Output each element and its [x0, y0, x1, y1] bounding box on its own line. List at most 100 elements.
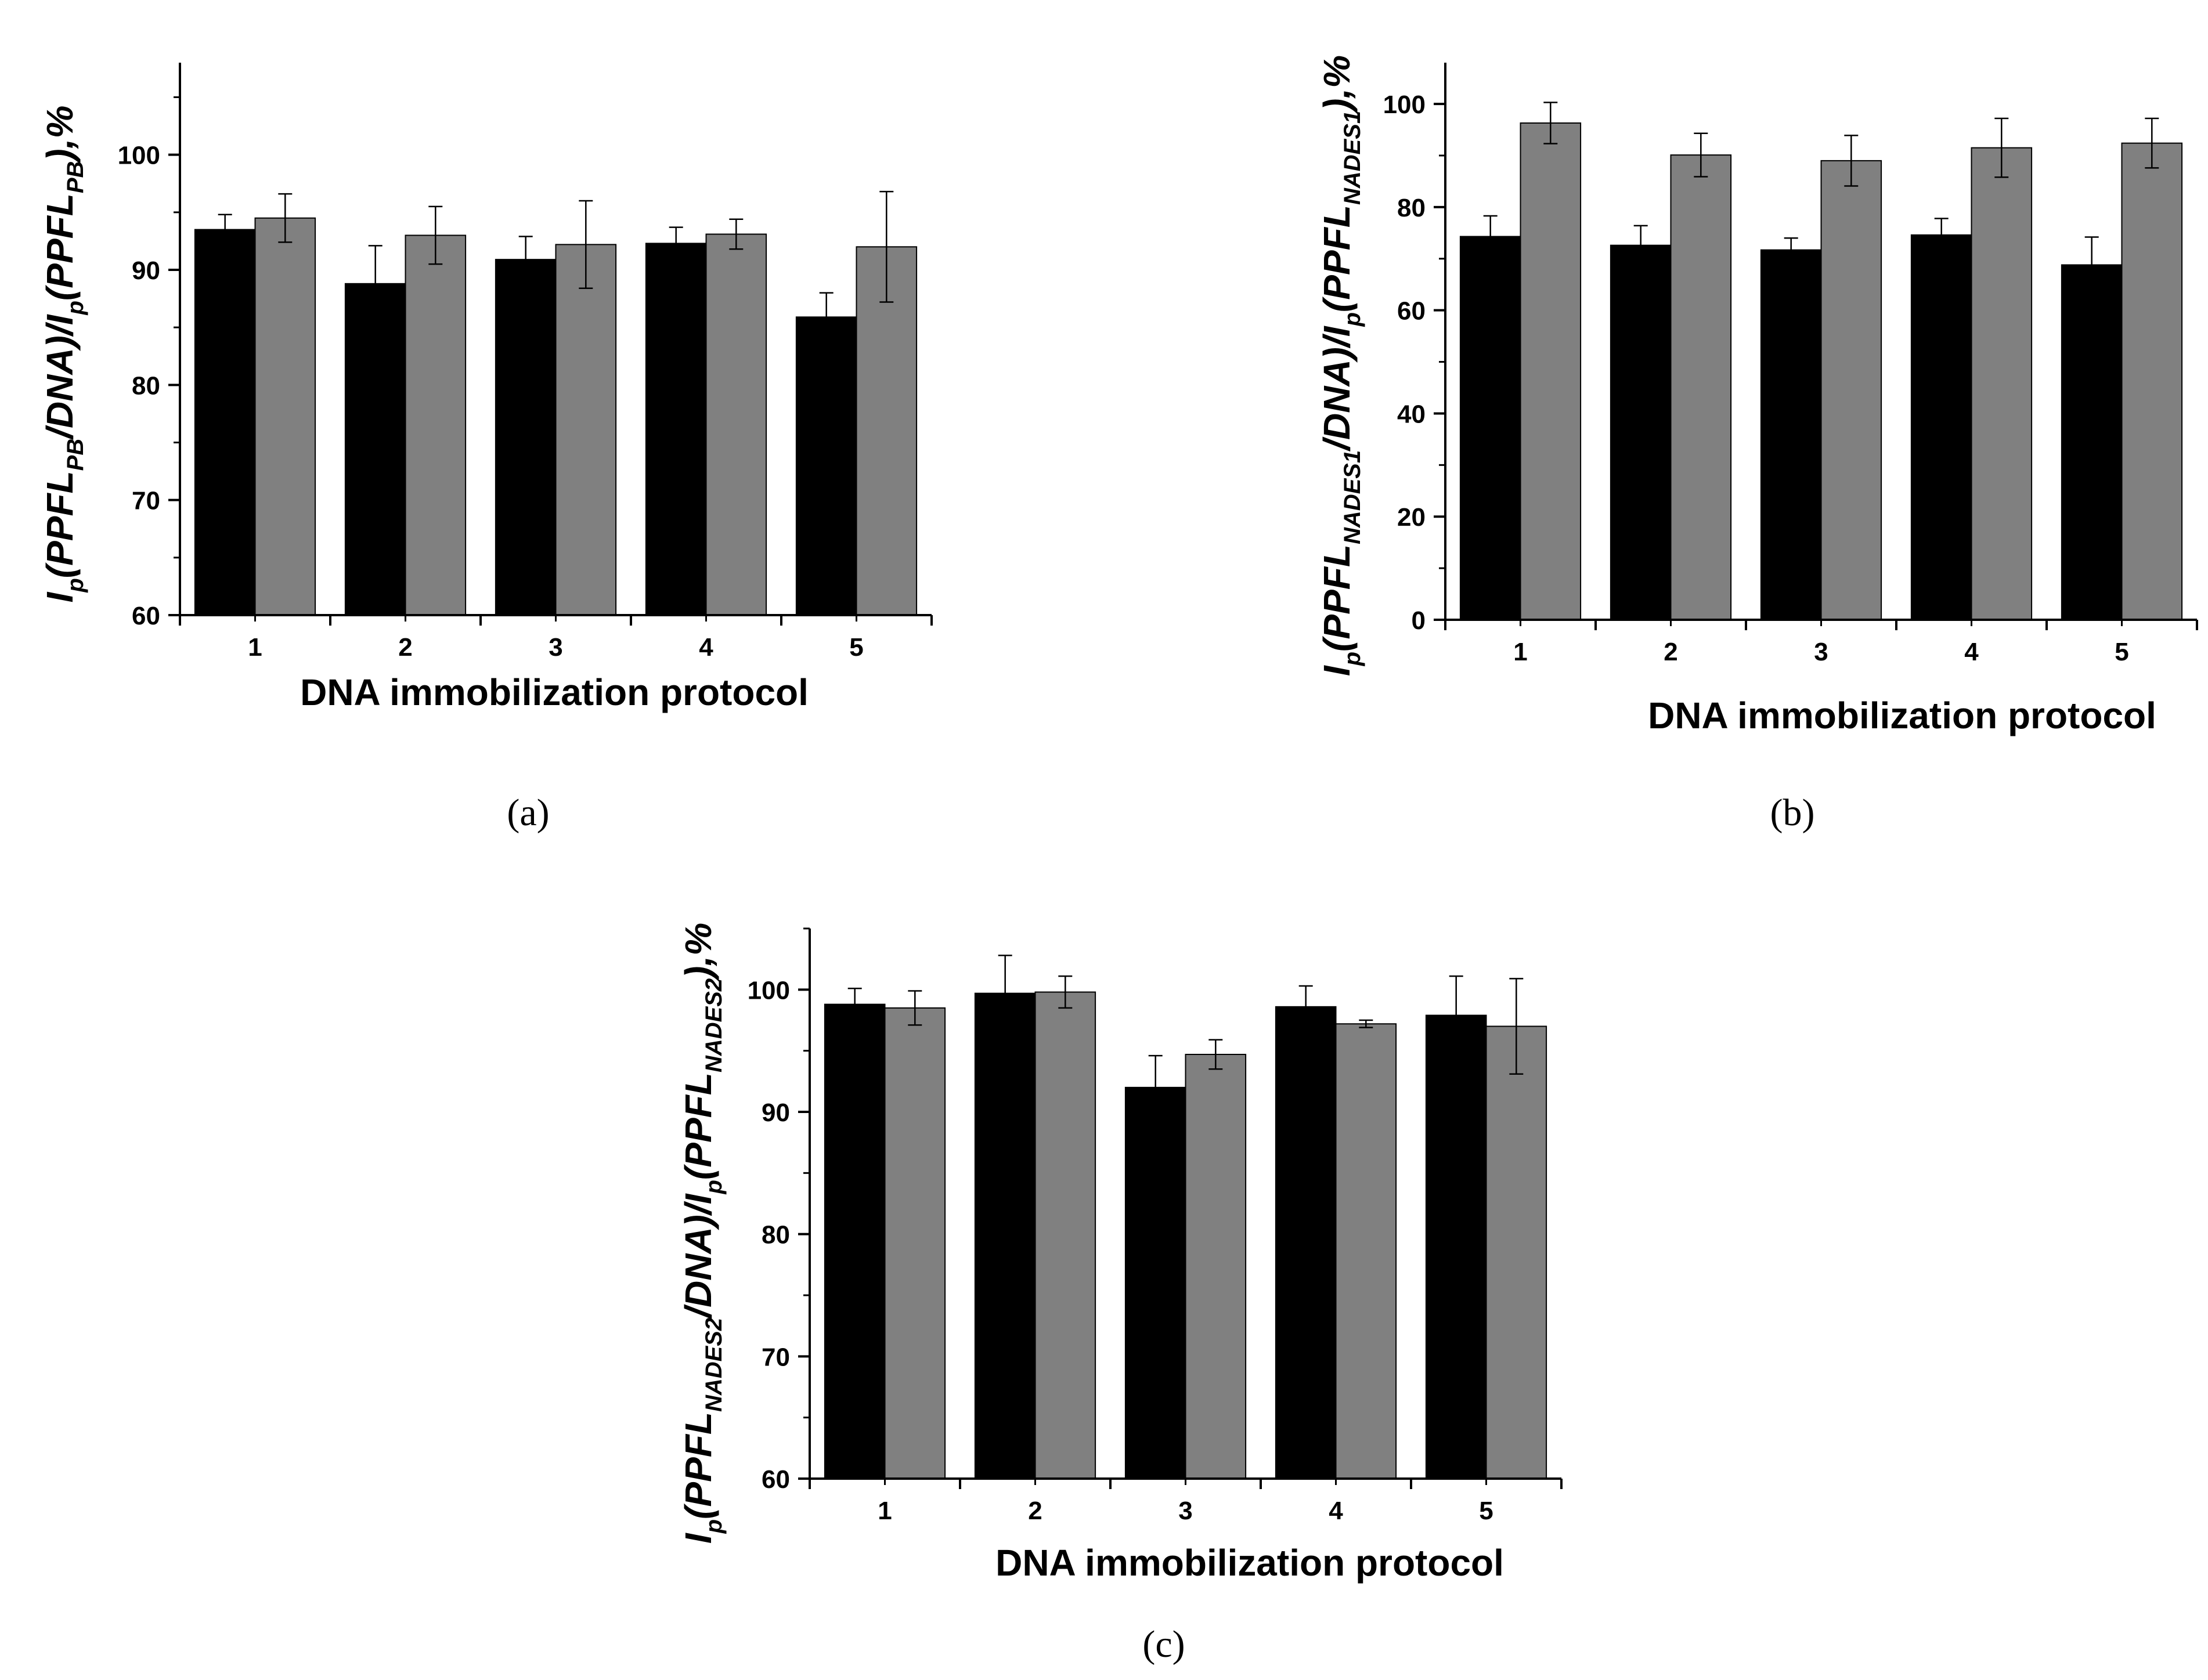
panel-a-x-tick-label: 2 — [398, 633, 412, 662]
panel-a-bar-black-1 — [194, 229, 256, 616]
panel-c-bar-gray-2 — [1034, 991, 1096, 1479]
panel-b-error-bar-black-5 — [2084, 236, 2099, 294]
panel-b-x-tick-label: 1 — [1513, 638, 1527, 666]
panel-b-x-tick-labels: 1 2 3 4 5 — [1513, 638, 2128, 666]
panel-b-error-bar-gray-3 — [1844, 135, 1859, 187]
panel-c-error-bars — [847, 955, 1524, 1120]
panel-c-x-tick-label: 1 — [878, 1497, 892, 1525]
panel-b-y-tick-label: 0 — [1412, 606, 1426, 635]
panel-c-bar-gray-4 — [1335, 1023, 1397, 1479]
panel-c: 60 70 80 90 100 1 2 3 4 5 DNA immobilization pro… — [677, 923, 1563, 1665]
panel-b-bar-black-3 — [1760, 249, 1822, 620]
panel-b-error-bar-black-3 — [1784, 237, 1798, 263]
panel-b-y-tick-label: 100 — [1383, 91, 1426, 119]
panel-a-x-axis-title: DNA immobilization protocol — [300, 671, 809, 713]
panel-a-x-tick-label: 1 — [248, 633, 262, 662]
panel-c-y-tick-label: 60 — [762, 1465, 790, 1494]
panel-c-bar-gray-1 — [884, 1007, 946, 1479]
panel-c-y-tick-label: 70 — [762, 1343, 790, 1371]
panel-c-x-tick-label: 3 — [1178, 1497, 1192, 1525]
panel-b-y-tick-label: 60 — [1397, 297, 1426, 326]
panel-a-y-tick-label: 70 — [132, 487, 160, 515]
panel-c-axes — [798, 927, 1563, 1489]
panel-c-error-bar-black-3 — [1148, 1054, 1163, 1120]
panel-b-error-bar-black-1 — [1483, 215, 1498, 258]
panel-c-bar-black-5 — [1425, 1014, 1487, 1480]
panel-b-y-tick-label: 80 — [1397, 194, 1426, 222]
panel-a-error-bar-gray-3 — [579, 200, 593, 289]
panel-a-bars — [194, 217, 918, 616]
panel-b-caption: (b) — [1770, 792, 1815, 834]
panel-b-x-tick-label: 3 — [1814, 638, 1828, 666]
panel-c-caption: (c) — [1142, 1623, 1185, 1665]
panel-b-x-tick-label: 2 — [1664, 638, 1677, 666]
panel-b-y-tick-label: 20 — [1397, 503, 1426, 532]
panel-b-bar-black-4 — [1910, 234, 1972, 620]
panel-c-error-bar-black-5 — [1449, 975, 1463, 1056]
panel-c-bar-gray-3 — [1185, 1053, 1247, 1479]
panel-c-bar-black-2 — [974, 992, 1036, 1479]
panel-c-x-tick-label: 4 — [1329, 1497, 1343, 1525]
panel-c-error-bar-gray-2 — [1058, 975, 1073, 1009]
panel-c-y-tick-label: 80 — [762, 1221, 790, 1249]
panel-b-bar-black-5 — [2061, 264, 2123, 620]
panel-a-error-bar-black-4 — [669, 226, 683, 261]
panel-a-axes — [168, 63, 933, 626]
panel-b-error-bar-gray-4 — [1994, 117, 2009, 178]
panel-b-bar-gray-5 — [2121, 142, 2183, 620]
panel-b-x-tick-label: 4 — [1964, 638, 1979, 666]
panel-c-y-tick-label: 100 — [748, 976, 790, 1005]
panel-a-error-bar-black-5 — [819, 292, 834, 342]
panel-b-bar-gray-4 — [1971, 147, 2033, 620]
panel-b-error-bar-black-4 — [1934, 218, 1949, 252]
panel-a-y-tick-label: 90 — [132, 256, 160, 285]
panel-b-bar-gray-1 — [1520, 122, 1582, 620]
panel-c-error-bar-black-4 — [1298, 985, 1313, 1028]
panel-a-y-tick-labels: 60 70 80 90 100 — [118, 142, 160, 630]
panel-c-bar-gray-5 — [1485, 1025, 1547, 1479]
panel-a-caption: (a) — [507, 792, 549, 834]
panel-a: 60 70 80 90 100 1 2 3 4 5 DNA immobilization pro… — [39, 63, 933, 834]
panel-a-error-bar-gray-4 — [729, 218, 744, 250]
panel-b-x-axis-title: DNA immobilization protocol — [1648, 695, 2156, 736]
panel-c-bar-black-4 — [1275, 1006, 1337, 1479]
panel-c-error-bar-gray-3 — [1208, 1039, 1223, 1070]
panel-a-y-tick-label: 80 — [132, 371, 160, 400]
panel-a-error-bar-black-1 — [218, 214, 232, 245]
panel-a-x-tick-labels: 1 2 3 4 5 — [248, 633, 863, 662]
panel-b-y-axis-title: Ip(PPFLNADES1/DNA)/Ip(PPFLNADES1),% — [1316, 55, 1365, 676]
panel-c-y-tick-labels: 60 70 80 90 100 — [748, 976, 790, 1494]
panel-b-bar-black-1 — [1459, 236, 1521, 620]
panel-a-x-tick-label: 4 — [699, 633, 713, 662]
panel-b-x-tick-label: 5 — [2115, 638, 2128, 666]
panel-c-error-bar-gray-4 — [1359, 1019, 1373, 1028]
panel-b-error-bar-gray-1 — [1543, 102, 1558, 144]
panel-a-x-tick-label: 3 — [549, 633, 562, 662]
panel-b-y-tick-labels: 0 20 40 60 80 100 — [1383, 91, 1426, 635]
panel-c-y-axis-title: Ip(PPFLNADES2/DNA)/Ip(PPFLNADES2),% — [677, 923, 727, 1544]
panel-c-y-tick-label: 90 — [762, 1099, 790, 1127]
panel-c-x-tick-label: 2 — [1028, 1497, 1042, 1525]
panel-a-bar-gray-4 — [705, 233, 767, 616]
panel-a-error-bar-gray-2 — [428, 205, 443, 265]
panel-a-bar-gray-3 — [555, 244, 617, 616]
panel-b-bar-gray-2 — [1670, 154, 1732, 621]
panel-b-bar-gray-3 — [1820, 160, 1882, 620]
panel-c-x-tick-label: 5 — [1479, 1497, 1493, 1525]
panel-b-bar-black-2 — [1610, 244, 1672, 620]
panel-b-bars — [1459, 122, 2183, 621]
panel-b-error-bar-gray-5 — [2145, 117, 2159, 169]
panel-a-bar-gray-1 — [254, 217, 316, 616]
panel-c-error-bar-black-2 — [998, 955, 1012, 1032]
panel-c-error-bar-gray-5 — [1509, 978, 1524, 1075]
panel-b-error-bar-black-2 — [1633, 225, 1648, 266]
panel-a-y-axis-title: Ip(PPFLPB/DNA)/Ip(PPFLPB),% — [39, 106, 88, 603]
panel-b: 0 20 40 60 80 100 1 2 3 4 5 DNA immobilization pr… — [1316, 55, 2198, 834]
panel-c-x-tick-labels: 1 2 3 4 5 — [878, 1497, 1493, 1525]
panel-a-y-tick-label: 60 — [132, 602, 160, 630]
panel-a-error-bars — [218, 190, 894, 342]
panel-c-error-bar-gray-1 — [908, 990, 922, 1026]
panel-a-x-tick-label: 5 — [849, 633, 863, 662]
panel-a-error-bar-black-2 — [368, 245, 383, 323]
